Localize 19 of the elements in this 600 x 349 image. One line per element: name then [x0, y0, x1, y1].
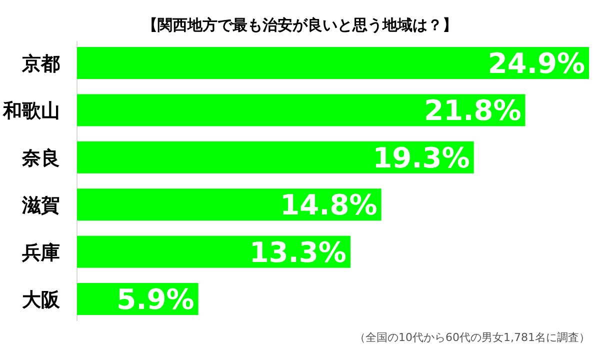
data-label: 21.8%	[424, 94, 522, 128]
text: （全国の10代から60代の男女1,781名に調査）	[354, 331, 590, 344]
y-tick-label: 奈良	[21, 147, 60, 170]
bar	[77, 188, 382, 221]
bar	[77, 141, 474, 174]
y-tick-label: 和歌山	[2, 100, 60, 122]
data-label: 5.9%	[116, 283, 194, 316]
chart-title: 【関西地方で最も治安が良いと思う地域は？】	[142, 16, 458, 34]
y-tick-label: 滋賀	[21, 194, 60, 217]
y-tick-label: 京都	[21, 53, 60, 75]
y-tick-label: 兵庫	[21, 242, 60, 264]
data-label: 14.8%	[280, 188, 378, 222]
data-label: 24.9%	[488, 47, 585, 80]
bar	[77, 236, 350, 268]
y-tick-label: 大阪	[22, 289, 61, 311]
data-label: 13.3%	[249, 236, 346, 269]
bar	[77, 94, 526, 126]
bar	[77, 47, 589, 79]
data-label: 19.3%	[372, 141, 470, 174]
